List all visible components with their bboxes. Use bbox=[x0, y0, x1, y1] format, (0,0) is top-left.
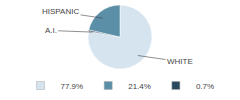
svg-text:HISPANIC: HISPANIC bbox=[42, 7, 79, 16]
svg-text:A.I.: A.I. bbox=[45, 26, 57, 35]
svg-text:77.9%: 77.9% bbox=[61, 82, 84, 91]
svg-text:0.7%: 0.7% bbox=[196, 82, 214, 91]
svg-text:WHITE: WHITE bbox=[167, 57, 193, 66]
svg-text:21.4%: 21.4% bbox=[128, 82, 151, 91]
